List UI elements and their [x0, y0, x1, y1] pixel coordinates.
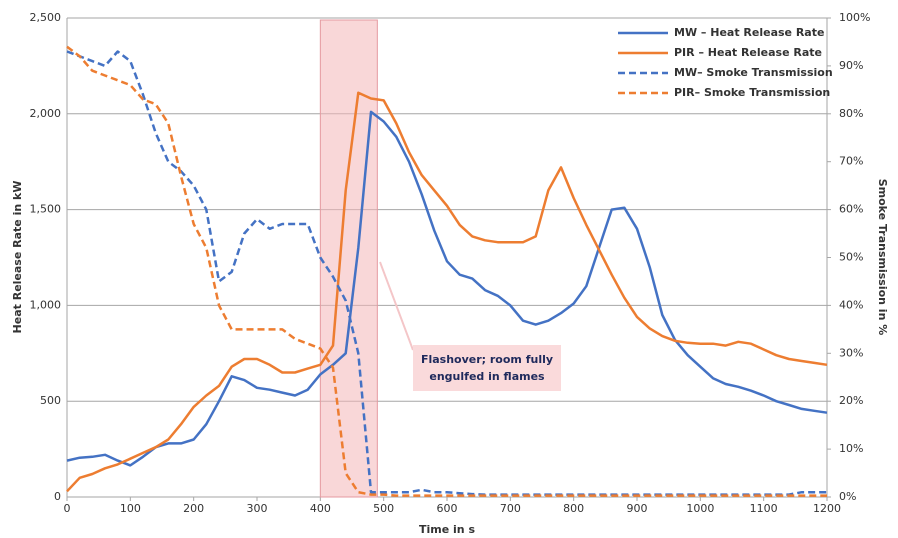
y2-tick-label: 90%	[839, 59, 863, 72]
x-tick-label: 300	[247, 502, 268, 515]
series-line	[66, 50, 827, 496]
legend-label: MW – Heat Release Rate	[674, 26, 824, 39]
y-tick-label: 500	[40, 394, 61, 407]
y2-tick-label: 0%	[839, 490, 856, 503]
annotation-text: Flashover; room fully	[421, 353, 553, 366]
y2-axis-title: Smoke Transmission in %	[876, 179, 889, 336]
y2-tick-label: 50%	[839, 251, 863, 264]
x-tick-label: 500	[373, 502, 394, 515]
y2-tick-label: 80%	[839, 107, 863, 120]
x-tick-label: 600	[437, 502, 458, 515]
y2-tick-label: 70%	[839, 155, 863, 168]
x-tick-label: 800	[563, 502, 584, 515]
y-tick-label: 1,000	[30, 298, 62, 311]
y-tick-label: 2,000	[30, 107, 62, 120]
legend-label: PIR– Smoke Transmission	[674, 86, 830, 99]
series-line	[66, 110, 828, 467]
x-tick-label: 1100	[750, 502, 778, 515]
x-tick-label: 200	[183, 502, 204, 515]
y2-tick-label: 30%	[839, 346, 863, 359]
y2-tick-label: 60%	[839, 203, 863, 216]
y2-tick-label: 20%	[839, 394, 863, 407]
y-tick-label: 0	[54, 490, 61, 503]
x-tick-label: 900	[627, 502, 648, 515]
x-tick-label: 100	[120, 502, 141, 515]
x-tick-label: 700	[500, 502, 521, 515]
x-tick-label: 0	[64, 502, 71, 515]
legend-label: PIR – Heat Release Rate	[674, 46, 822, 59]
y-tick-label: 2,500	[30, 11, 62, 24]
x-tick-label: 1200	[813, 502, 841, 515]
flashover-band	[319, 19, 378, 498]
x-tick-label: 400	[310, 502, 331, 515]
annotation-text: engulfed in flames	[429, 370, 545, 383]
series-line	[66, 45, 827, 497]
legend-label: MW– Smoke Transmission	[674, 66, 833, 79]
y-axis-title: Heat Release Rate in kW	[11, 181, 24, 334]
annotation-box	[413, 345, 561, 391]
annotation-arrow	[379, 261, 414, 351]
y2-tick-label: 100%	[839, 11, 870, 24]
x-axis-title: Time in s	[419, 523, 475, 536]
y2-tick-label: 10%	[839, 442, 863, 455]
y2-tick-label: 40%	[839, 298, 863, 311]
x-tick-label: 1000	[686, 502, 714, 515]
series-line	[66, 91, 828, 493]
y-tick-label: 1,500	[30, 203, 62, 216]
